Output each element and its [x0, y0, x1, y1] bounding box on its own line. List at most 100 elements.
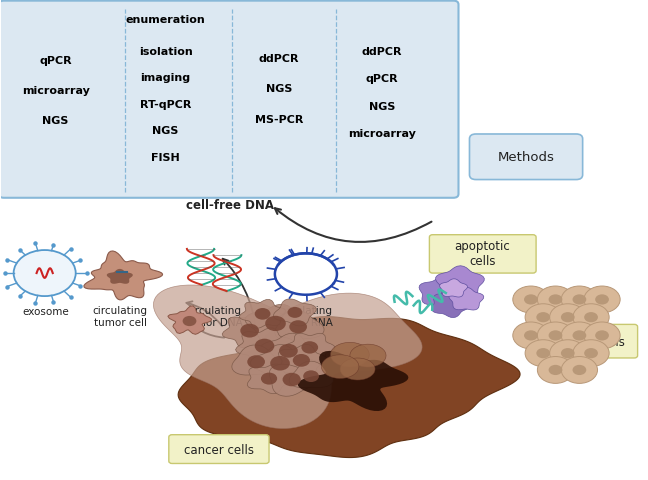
Circle shape: [525, 304, 561, 331]
Circle shape: [549, 331, 562, 341]
Circle shape: [301, 341, 318, 354]
Circle shape: [288, 307, 302, 318]
Text: ddPCR: ddPCR: [362, 47, 402, 57]
Circle shape: [573, 365, 586, 375]
Circle shape: [265, 316, 286, 331]
Text: RT-qPCR: RT-qPCR: [140, 99, 191, 109]
Text: FISH: FISH: [151, 152, 180, 162]
Text: imaging: imaging: [141, 73, 191, 83]
Text: MS-PCR: MS-PCR: [255, 114, 303, 124]
Circle shape: [283, 373, 301, 386]
Text: isolation: isolation: [139, 47, 192, 57]
Polygon shape: [270, 364, 319, 396]
Text: ddPCR: ddPCR: [259, 54, 299, 64]
Circle shape: [524, 295, 538, 305]
Circle shape: [573, 304, 609, 331]
Text: NGS: NGS: [43, 116, 69, 126]
Polygon shape: [284, 334, 335, 362]
Polygon shape: [449, 288, 484, 311]
FancyBboxPatch shape: [470, 135, 583, 180]
Circle shape: [261, 373, 277, 385]
Polygon shape: [232, 345, 281, 375]
Circle shape: [584, 348, 598, 359]
Polygon shape: [419, 277, 463, 307]
Circle shape: [561, 348, 575, 359]
Circle shape: [279, 344, 298, 358]
Polygon shape: [330, 343, 369, 367]
Polygon shape: [239, 300, 286, 329]
FancyBboxPatch shape: [169, 435, 269, 464]
Circle shape: [183, 316, 196, 326]
Circle shape: [289, 321, 307, 334]
Circle shape: [537, 357, 573, 384]
Polygon shape: [439, 279, 467, 298]
Circle shape: [573, 331, 586, 341]
Circle shape: [550, 304, 586, 331]
Text: healthy cells: healthy cells: [550, 335, 625, 348]
Polygon shape: [245, 305, 306, 343]
FancyBboxPatch shape: [0, 1, 459, 198]
Circle shape: [561, 312, 575, 323]
Text: circulating
tumor RNA: circulating tumor RNA: [276, 306, 333, 327]
Circle shape: [240, 324, 259, 338]
Polygon shape: [178, 317, 520, 457]
Polygon shape: [273, 299, 316, 326]
Polygon shape: [435, 266, 484, 298]
Circle shape: [537, 312, 550, 323]
FancyBboxPatch shape: [430, 235, 536, 274]
Polygon shape: [222, 314, 277, 348]
Circle shape: [549, 365, 562, 375]
Circle shape: [293, 354, 310, 367]
Polygon shape: [432, 292, 470, 318]
Circle shape: [248, 356, 265, 369]
Text: qPCR: qPCR: [366, 74, 399, 84]
Circle shape: [513, 287, 549, 313]
Circle shape: [255, 308, 270, 320]
Circle shape: [584, 312, 598, 323]
Polygon shape: [168, 306, 212, 335]
Polygon shape: [84, 252, 163, 300]
Text: cancer cells: cancer cells: [184, 443, 254, 456]
Text: microarray: microarray: [22, 86, 89, 96]
Circle shape: [561, 323, 597, 349]
Circle shape: [14, 251, 76, 297]
Circle shape: [595, 331, 609, 341]
Text: NGS: NGS: [152, 126, 179, 136]
Text: microarray: microarray: [348, 129, 416, 139]
Text: circulating
tumor cell: circulating tumor cell: [93, 306, 148, 327]
Circle shape: [537, 287, 573, 313]
Text: circulating
tumor DNA: circulating tumor DNA: [185, 306, 243, 327]
Circle shape: [561, 287, 597, 313]
Polygon shape: [279, 345, 327, 376]
Text: NGS: NGS: [266, 84, 292, 94]
Text: cell-free DNA: cell-free DNA: [186, 199, 274, 212]
Circle shape: [525, 340, 561, 367]
Polygon shape: [107, 269, 133, 284]
Circle shape: [573, 295, 586, 305]
Text: Methods: Methods: [498, 151, 555, 164]
Polygon shape: [275, 311, 324, 341]
Circle shape: [270, 356, 290, 371]
Text: NGS: NGS: [369, 101, 395, 111]
Circle shape: [561, 357, 597, 384]
Text: enumeration: enumeration: [126, 15, 205, 25]
Polygon shape: [236, 328, 294, 364]
Circle shape: [584, 287, 620, 313]
Circle shape: [537, 348, 550, 359]
Text: apoptotic
cells: apoptotic cells: [454, 240, 510, 268]
Circle shape: [513, 323, 549, 349]
Polygon shape: [248, 364, 294, 394]
Text: exosome: exosome: [23, 307, 69, 317]
FancyBboxPatch shape: [537, 324, 638, 358]
Circle shape: [537, 323, 573, 349]
Text: qPCR: qPCR: [40, 56, 72, 65]
Polygon shape: [289, 361, 333, 388]
Circle shape: [549, 295, 562, 305]
Circle shape: [550, 340, 586, 367]
Circle shape: [573, 340, 609, 367]
Polygon shape: [321, 355, 359, 379]
Polygon shape: [340, 358, 375, 380]
Circle shape: [595, 295, 609, 305]
Polygon shape: [298, 351, 408, 411]
Polygon shape: [250, 345, 310, 382]
